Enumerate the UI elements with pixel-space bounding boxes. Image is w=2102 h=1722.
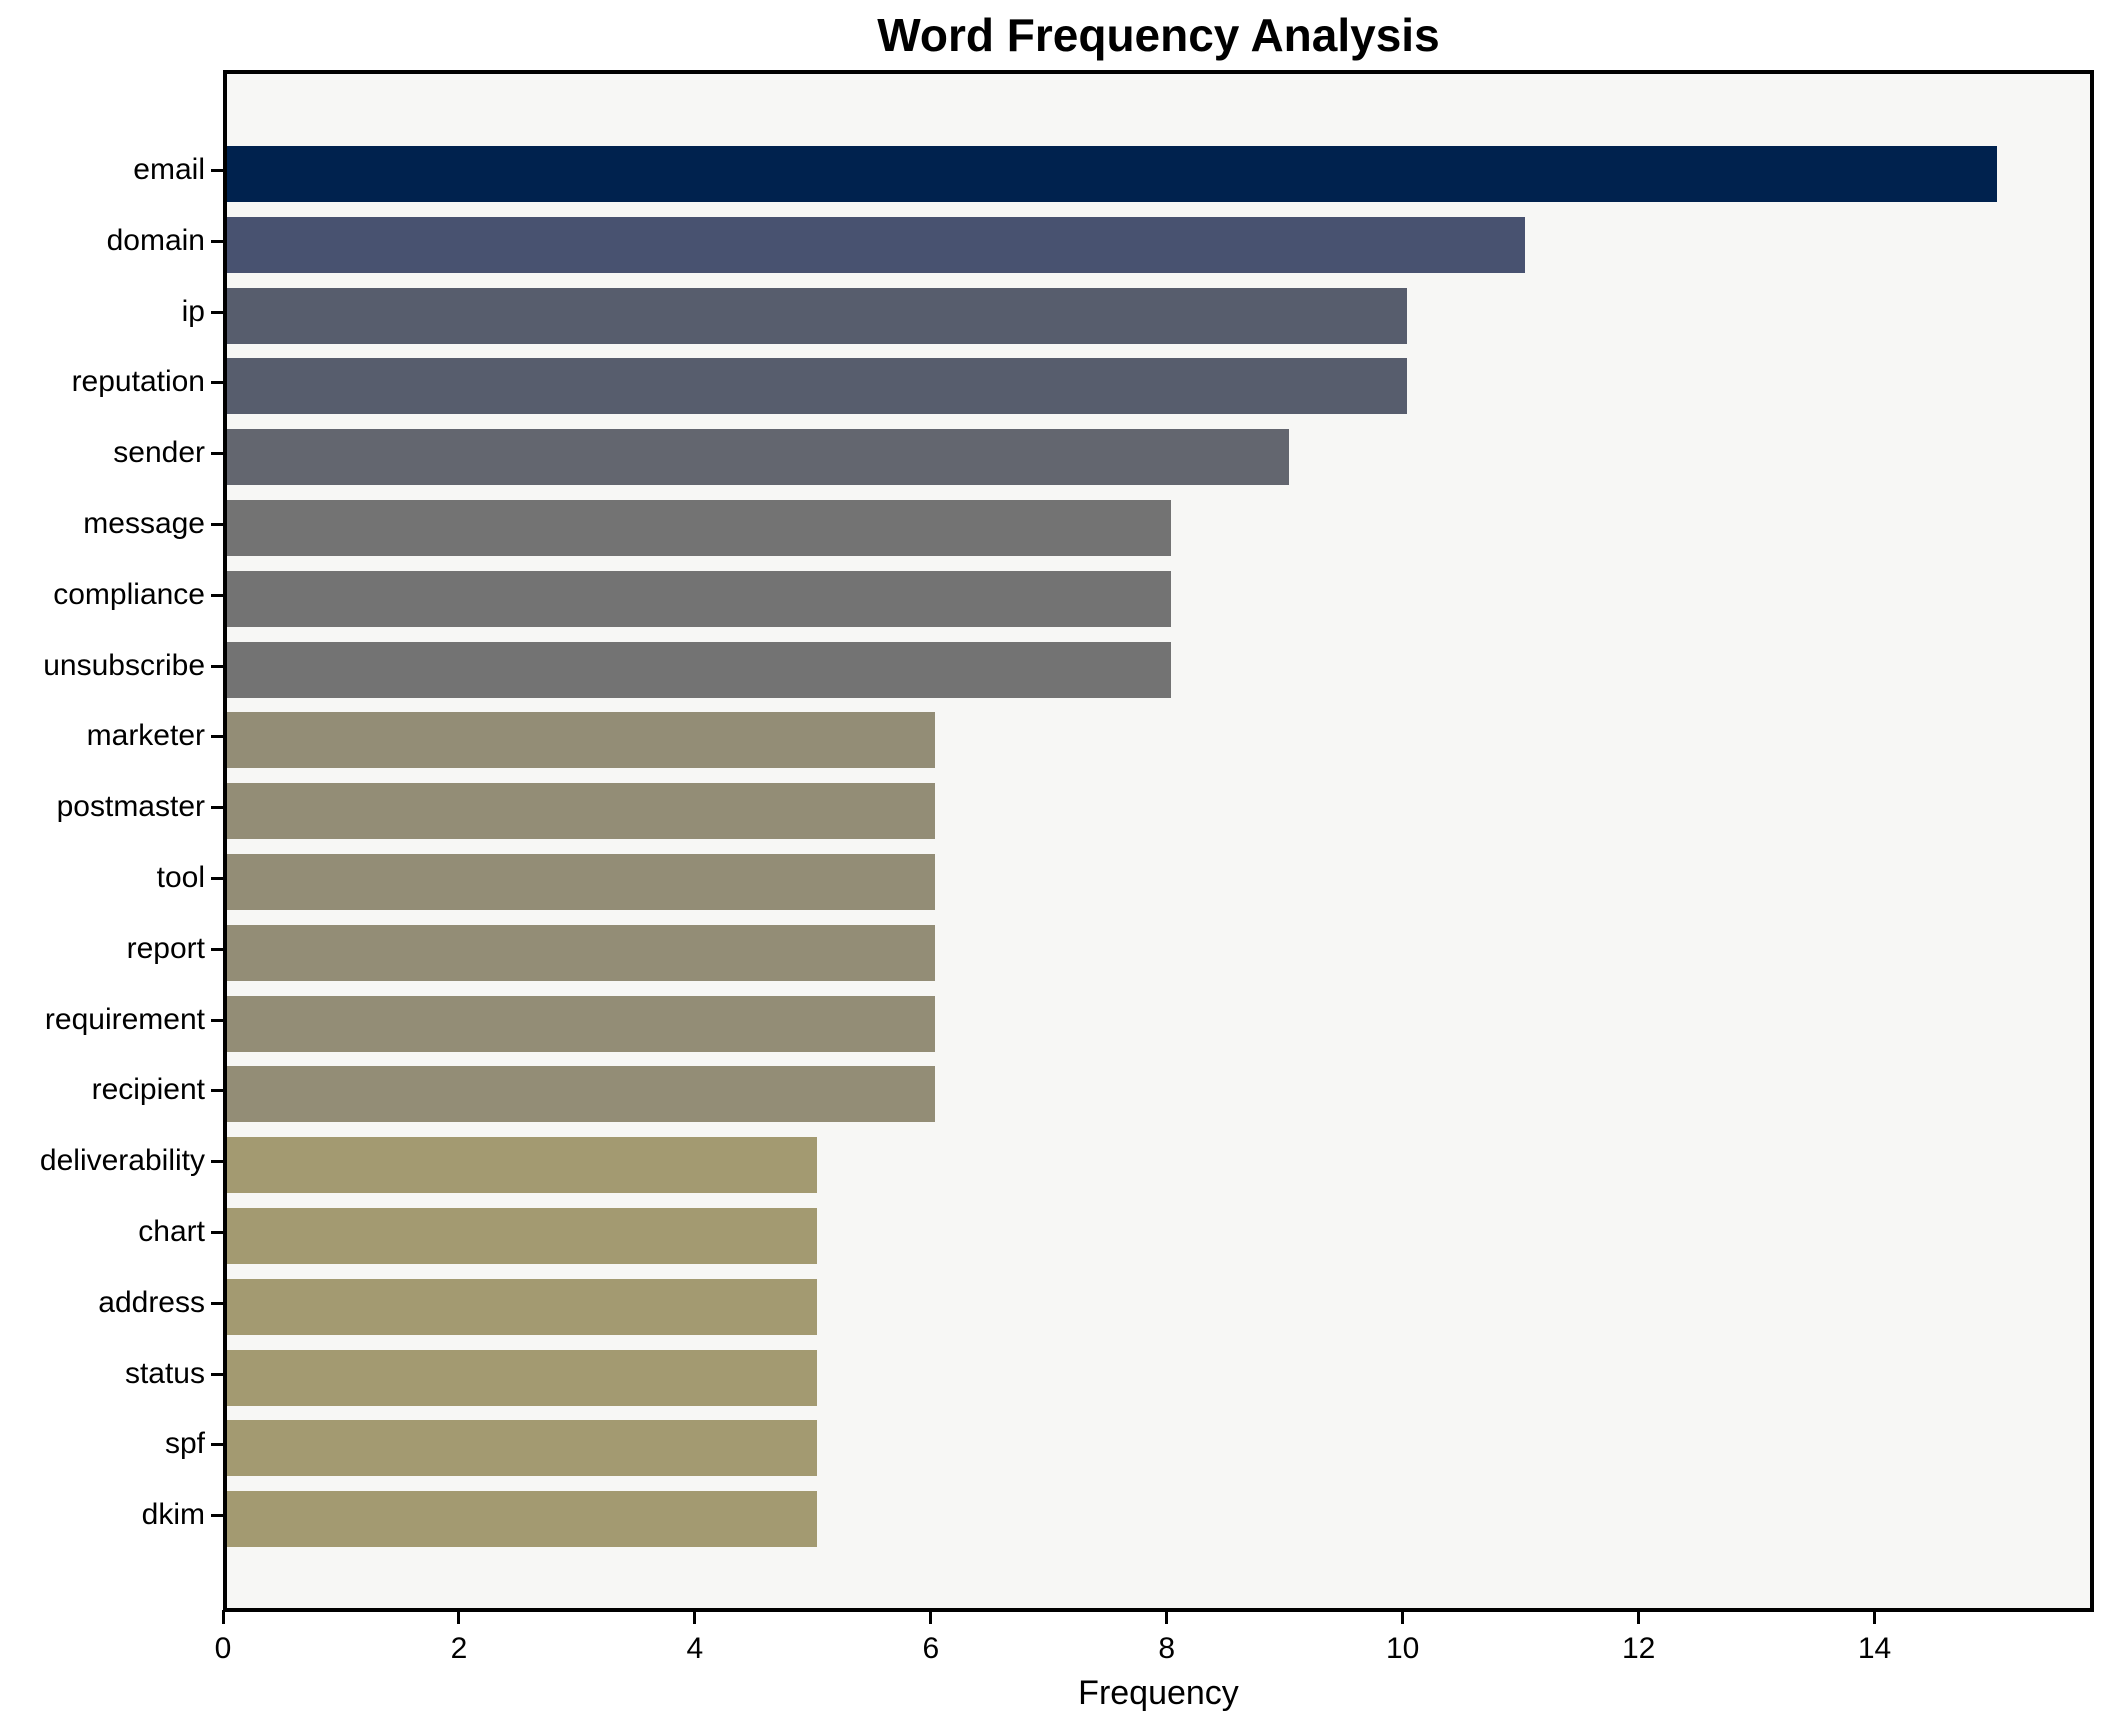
- ytick-mark-domain: [211, 239, 223, 243]
- ytick-mark-ip: [211, 310, 223, 314]
- ytick-mark-requirement: [211, 1018, 223, 1022]
- ytick-mark-deliverability: [211, 1160, 223, 1164]
- ytick-mark-address: [211, 1301, 223, 1305]
- xtick-mark-4: [693, 1610, 697, 1624]
- ytick-label-recipient: recipient: [91, 1073, 205, 1107]
- ytick-label-sender: sender: [113, 436, 205, 470]
- ytick-mark-email: [211, 169, 223, 172]
- x-axis-label: Frequency: [1078, 1674, 1239, 1712]
- ytick-label-tool: tool: [156, 861, 205, 894]
- ytick-mark-unsubscribe: [211, 664, 223, 668]
- bar-recipient: [227, 1066, 935, 1123]
- bar-sender: [227, 429, 1289, 486]
- bar-address: [227, 1278, 817, 1335]
- bar-tool: [227, 854, 935, 910]
- ytick-mark-message: [211, 523, 223, 526]
- bar-ip: [227, 287, 1407, 344]
- ytick-label-dkim: dkim: [141, 1498, 205, 1532]
- plot-area: [223, 70, 2094, 1612]
- bar-postmaster: [227, 783, 935, 840]
- xtick-mark-0: [221, 1610, 225, 1624]
- bar-domain: [227, 216, 1525, 273]
- ytick-mark-report: [211, 947, 223, 951]
- bar-reputation: [227, 358, 1407, 415]
- xtick-mark-2: [457, 1610, 461, 1624]
- bar-message: [227, 500, 1171, 556]
- xtick-label-6: 6: [922, 1632, 940, 1665]
- bar-requirement: [227, 995, 935, 1052]
- ytick-mark-reputation: [211, 381, 223, 385]
- bar-dkim: [227, 1491, 817, 1548]
- ytick-label-message: message: [83, 507, 205, 540]
- ytick-mark-compliance: [211, 593, 223, 597]
- bar-deliverability: [227, 1137, 817, 1194]
- ytick-label-report: report: [126, 931, 205, 965]
- xtick-mark-14: [1873, 1610, 1877, 1624]
- ytick-mark-postmaster: [211, 806, 223, 810]
- ytick-label-domain: domain: [106, 223, 205, 257]
- ytick-label-email: email: [133, 153, 205, 186]
- ytick-label-requirement: requirement: [44, 1002, 205, 1036]
- ytick-mark-spf: [211, 1443, 223, 1447]
- bar-report: [227, 924, 935, 981]
- xtick-mark-12: [1637, 1610, 1641, 1624]
- xtick-label-2: 2: [450, 1632, 468, 1665]
- bar-chart: [227, 1208, 817, 1264]
- xtick-label-10: 10: [1386, 1632, 1420, 1665]
- ytick-mark-marketer: [211, 735, 223, 739]
- xtick-label-0: 0: [214, 1632, 232, 1665]
- ytick-label-reputation: reputation: [71, 365, 205, 399]
- ytick-label-postmaster: postmaster: [56, 790, 205, 824]
- bar-spf: [227, 1420, 817, 1477]
- ytick-mark-tool: [211, 877, 223, 880]
- ytick-label-address: address: [98, 1285, 205, 1319]
- ytick-mark-status: [211, 1372, 223, 1376]
- ytick-label-status: status: [124, 1356, 205, 1390]
- ytick-label-spf: spf: [164, 1427, 205, 1461]
- ytick-label-compliance: compliance: [53, 577, 205, 611]
- xtick-mark-6: [929, 1610, 933, 1624]
- bar-email: [227, 146, 1997, 202]
- ytick-mark-sender: [211, 452, 223, 456]
- ytick-label-ip: ip: [181, 294, 205, 328]
- xtick-mark-8: [1165, 1610, 1169, 1624]
- xtick-label-8: 8: [1158, 1632, 1176, 1665]
- xtick-mark-10: [1401, 1610, 1405, 1624]
- ytick-label-chart: chart: [138, 1215, 205, 1248]
- ytick-label-marketer: marketer: [86, 719, 205, 753]
- ytick-mark-recipient: [211, 1089, 223, 1093]
- xtick-label-4: 4: [686, 1632, 704, 1665]
- ytick-mark-dkim: [211, 1514, 223, 1518]
- bar-unsubscribe: [227, 641, 1171, 698]
- ytick-label-deliverability: deliverability: [39, 1144, 205, 1178]
- chart-title: Word Frequency Analysis: [877, 9, 1440, 61]
- bar-compliance: [227, 570, 1171, 627]
- ytick-label-unsubscribe: unsubscribe: [43, 648, 205, 682]
- xtick-label-12: 12: [1621, 1632, 1656, 1665]
- bar-status: [227, 1349, 817, 1406]
- bar-marketer: [227, 712, 935, 769]
- xtick-label-14: 14: [1857, 1632, 1892, 1665]
- ytick-mark-chart: [211, 1231, 223, 1234]
